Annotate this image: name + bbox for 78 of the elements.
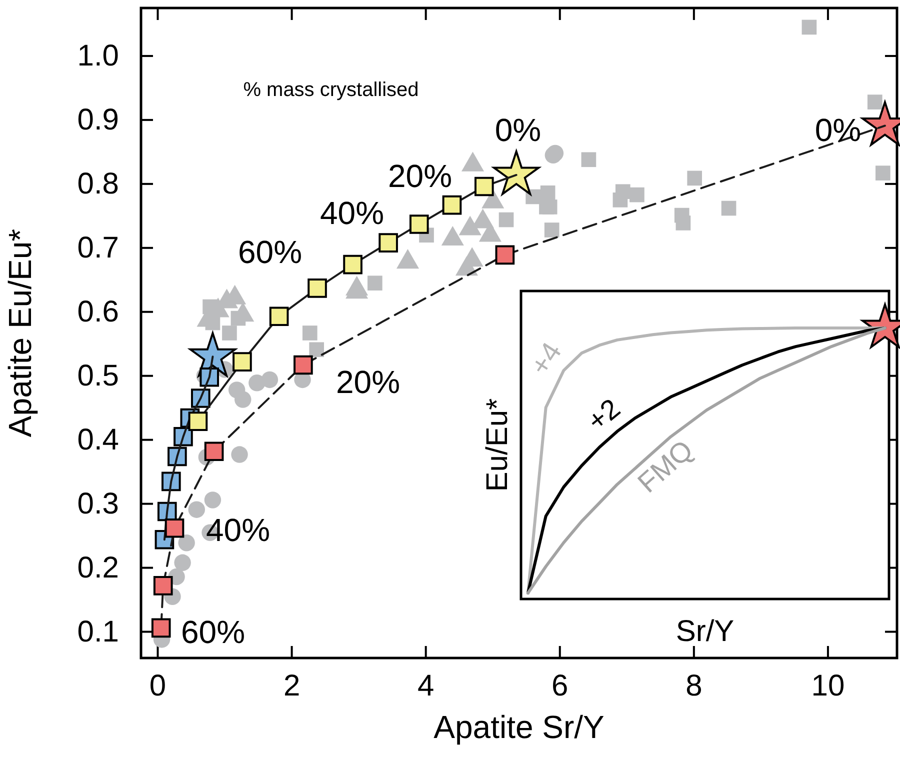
annotation: 20% xyxy=(388,158,452,194)
x-tick-label: 6 xyxy=(552,669,568,702)
point xyxy=(205,315,220,330)
annotation: 60% xyxy=(180,614,246,650)
point xyxy=(230,310,246,326)
point xyxy=(461,152,484,172)
point xyxy=(153,576,173,596)
y-tick-label: 0.1 xyxy=(77,615,119,648)
point xyxy=(178,534,195,552)
point xyxy=(232,352,252,372)
point xyxy=(204,492,222,508)
point xyxy=(441,226,464,246)
y-tick-label: 0.4 xyxy=(77,423,119,456)
point xyxy=(302,326,318,340)
text: +4 xyxy=(524,336,568,380)
x-tick-label: 10 xyxy=(811,669,845,702)
point xyxy=(343,254,362,274)
point xyxy=(231,446,248,463)
point xyxy=(460,247,484,267)
point xyxy=(409,214,429,234)
annotation: % mass crystallised xyxy=(243,79,419,101)
x-tick-label: 2 xyxy=(283,669,300,702)
point xyxy=(269,306,289,326)
point xyxy=(721,200,736,216)
point xyxy=(378,233,398,252)
point xyxy=(202,299,218,314)
point xyxy=(458,216,482,236)
y-tick-label: 0.6 xyxy=(77,295,119,328)
point xyxy=(876,166,890,180)
point xyxy=(612,192,628,208)
point xyxy=(261,371,278,388)
y-tick-label: 0.8 xyxy=(77,168,119,201)
annotation: 60% xyxy=(238,234,302,270)
point xyxy=(367,276,382,291)
point xyxy=(544,222,560,238)
point xyxy=(151,618,171,638)
point xyxy=(308,278,327,298)
point xyxy=(676,216,691,230)
point xyxy=(396,249,420,269)
x-axis-title: Sr/Y xyxy=(676,615,734,648)
annotation: 40% xyxy=(206,512,270,548)
point xyxy=(234,391,252,408)
point xyxy=(495,245,515,265)
point xyxy=(581,152,596,168)
point xyxy=(630,187,644,202)
point xyxy=(309,342,324,358)
point xyxy=(294,355,313,375)
annotation: 40% xyxy=(320,195,384,232)
point xyxy=(222,326,237,340)
y-tick-label: 1.0 xyxy=(77,40,119,73)
y-tick-label: 0.2 xyxy=(77,551,119,584)
x-tick-label: 0 xyxy=(149,669,166,702)
point xyxy=(540,185,556,200)
point xyxy=(867,94,882,110)
y-tick-label: 0.9 xyxy=(77,104,119,137)
point xyxy=(188,412,208,431)
annotation: 0% xyxy=(814,112,862,148)
y-tick-label: 0.5 xyxy=(77,359,119,392)
point xyxy=(687,170,702,186)
point xyxy=(204,442,224,462)
x-tick-label: 8 xyxy=(686,669,702,702)
point xyxy=(174,554,191,572)
point xyxy=(498,212,514,228)
y-tick-label: 0.7 xyxy=(77,232,119,265)
y-tick-label: 0.3 xyxy=(77,487,119,520)
point xyxy=(442,195,462,215)
y-axis-title: Apatite Eu/Eu* xyxy=(2,228,38,438)
point xyxy=(188,501,205,518)
point xyxy=(164,518,184,538)
x-axis-title: Apatite Sr/Y xyxy=(434,709,604,745)
point xyxy=(802,20,817,35)
x-tick-label: 4 xyxy=(417,669,434,702)
annotation: 0% xyxy=(494,112,542,148)
point xyxy=(539,200,554,214)
annotation: 20% xyxy=(336,364,400,400)
point xyxy=(474,176,494,196)
y-axis-title: Eu/Eu* xyxy=(481,398,514,492)
text: +2 xyxy=(581,392,626,437)
